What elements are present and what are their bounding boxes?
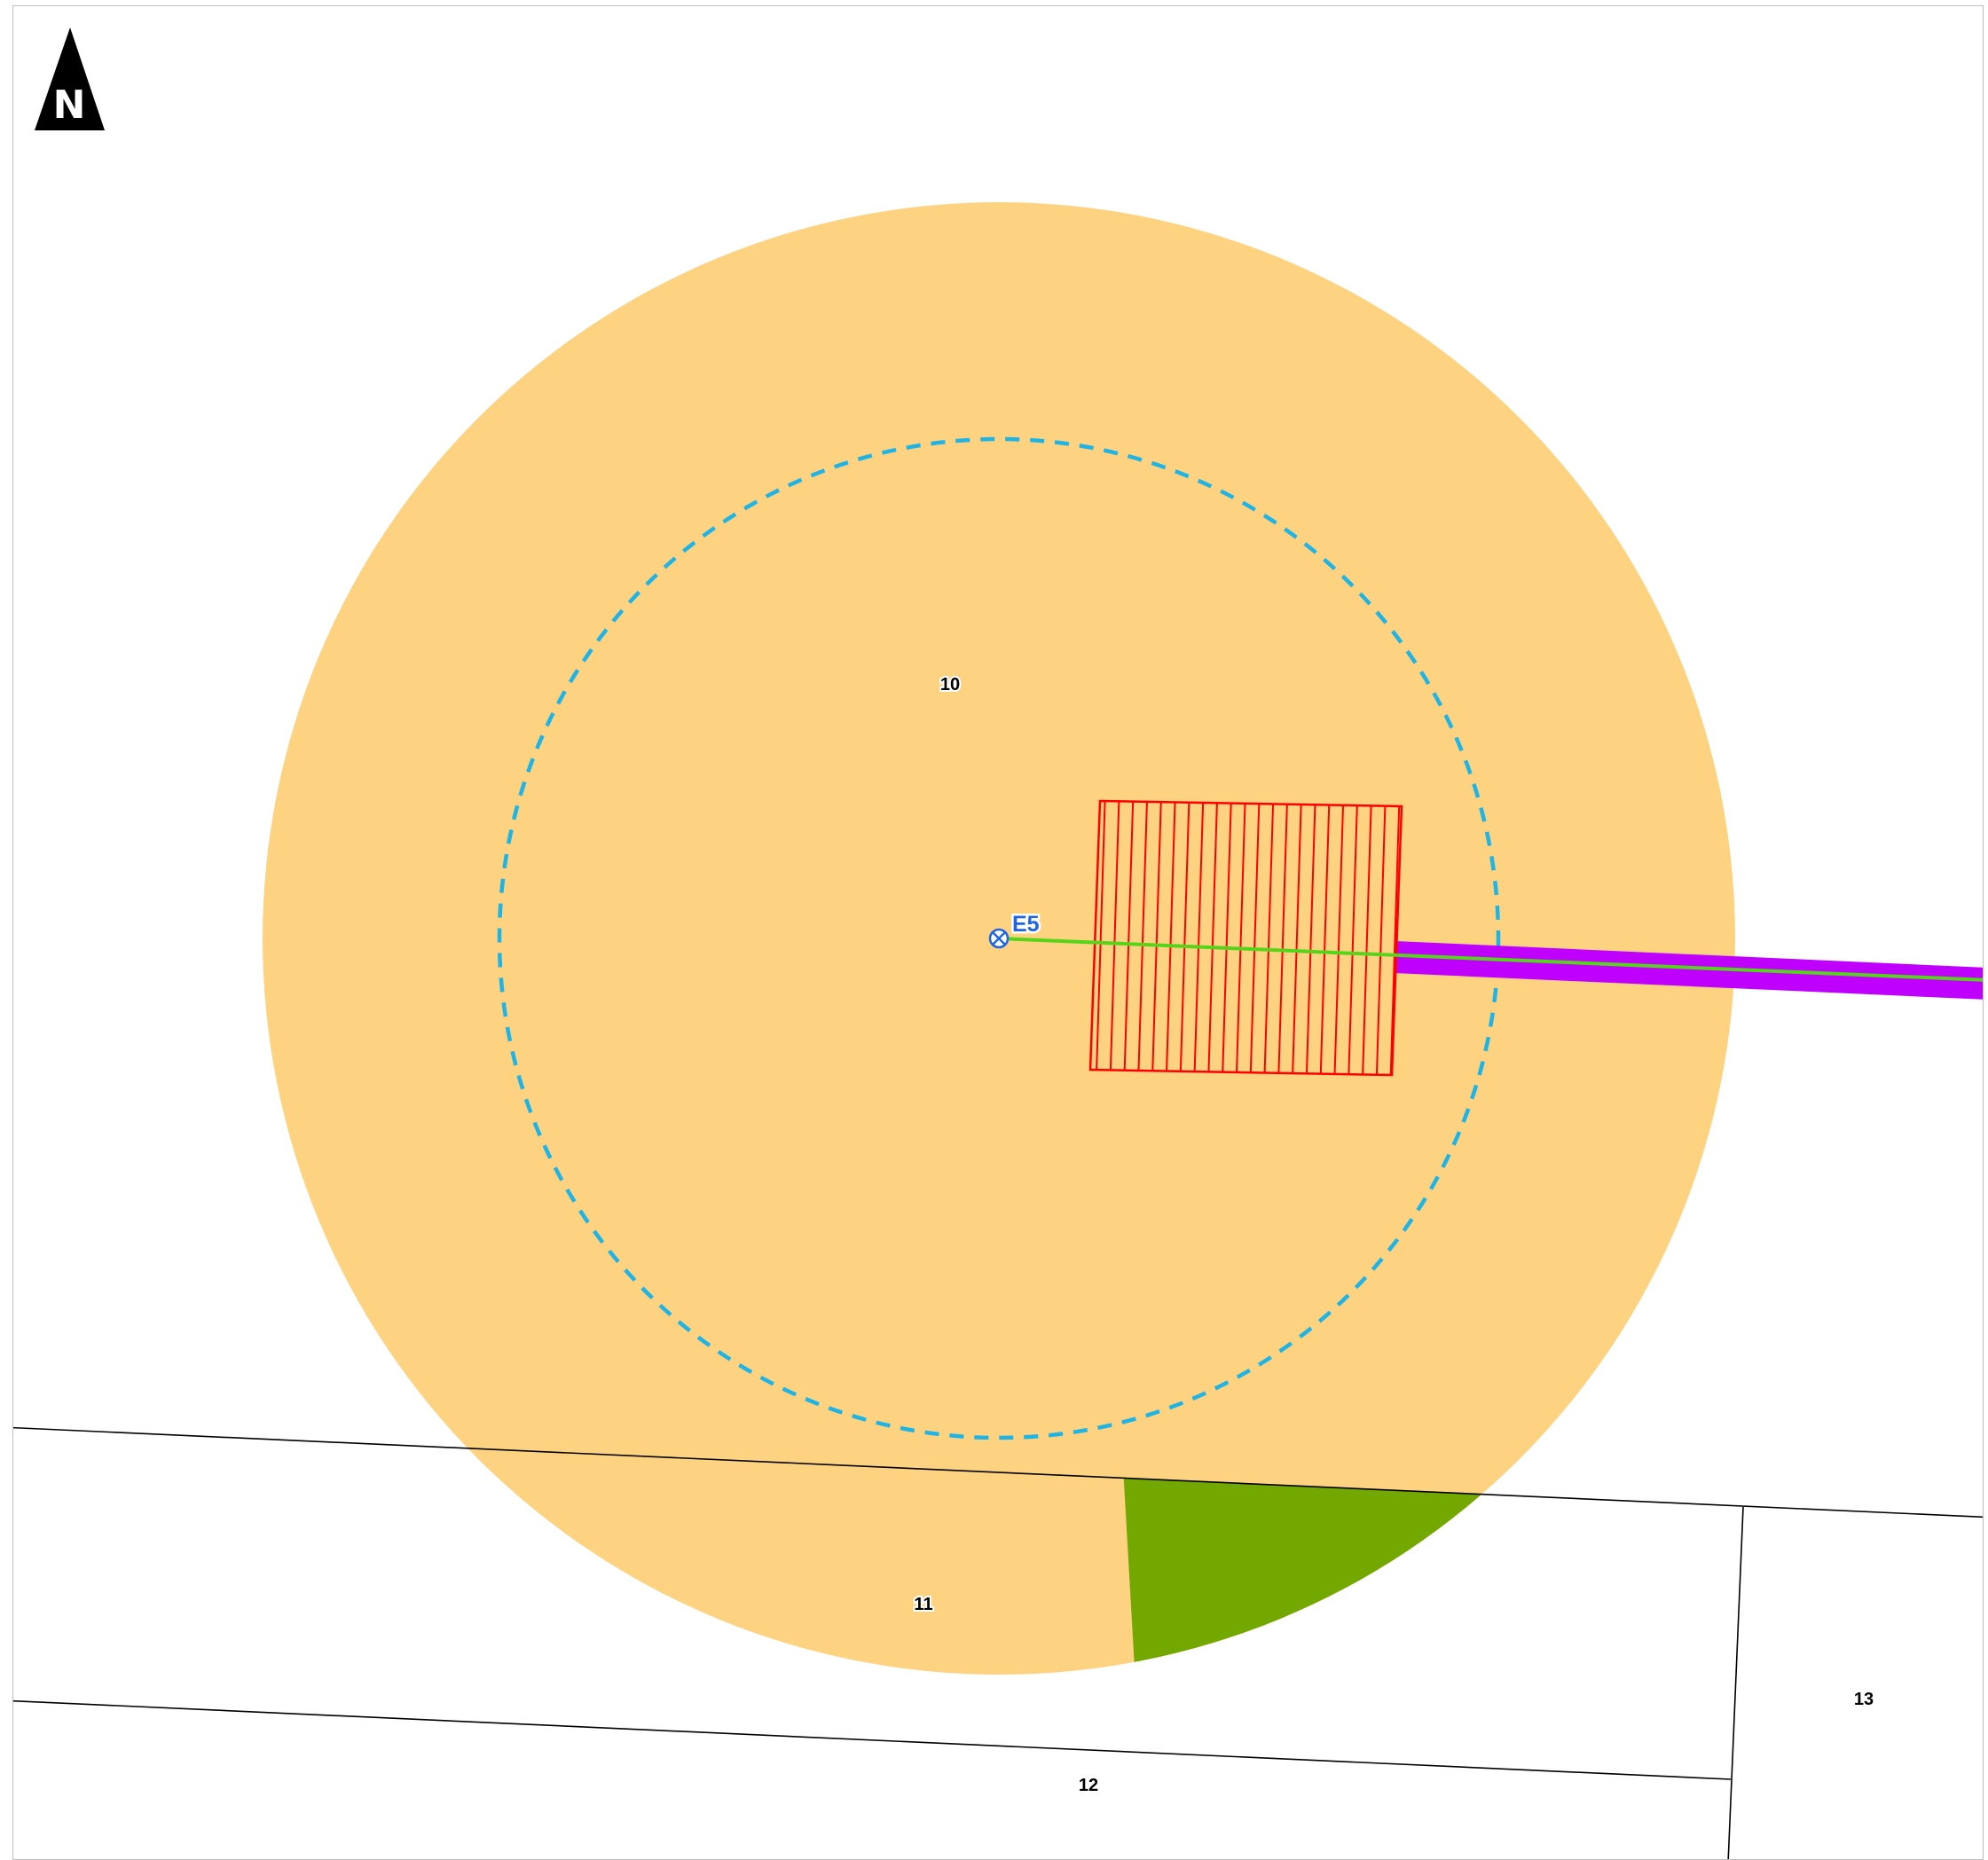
hatch-line — [1179, 801, 1190, 1075]
hatch-line — [1222, 801, 1232, 1075]
parcel-line-12-13 — [1727, 1506, 1744, 1859]
parcel-label-13: 13 — [1854, 1690, 1874, 1709]
hatch-line — [1277, 801, 1289, 1075]
hatch-line — [1193, 801, 1205, 1075]
hatch-line — [1263, 801, 1275, 1075]
parcel-line-11-12 — [13, 1699, 1732, 1780]
hatch-line — [1207, 801, 1219, 1075]
hatch-line — [1389, 801, 1401, 1075]
parcel-boundaries — [13, 1426, 1983, 1859]
map-canvas[interactable]: E5 10 11 12 13 N — [13, 6, 1984, 1860]
well-crosshair-icon[interactable] — [988, 928, 1010, 949]
hatch-line — [1292, 801, 1302, 1075]
parcel-label-11: 11 — [914, 1595, 932, 1614]
hatch-line — [1151, 801, 1162, 1075]
hatch-line — [1249, 801, 1261, 1075]
north-arrow-letter: N — [53, 82, 86, 128]
hatch-line — [1319, 801, 1331, 1075]
hatch-line — [1123, 801, 1135, 1075]
hatch-line — [1137, 801, 1149, 1075]
hatch-line — [1165, 801, 1176, 1075]
hatch-line — [1109, 801, 1120, 1075]
well-label: E5 — [1012, 912, 1040, 937]
hatch-line — [1362, 801, 1372, 1075]
inner-dashed-buffer — [497, 436, 1501, 1440]
pipeline-centerline — [998, 937, 1983, 982]
parcel-label-10: 10 — [940, 675, 960, 695]
map-frame: E5 10 11 12 13 N — [12, 5, 1984, 1860]
pipeline-corridor — [1394, 941, 1983, 1000]
parcel-line-10-11 — [13, 1426, 1983, 1519]
parcel-label-12: 12 — [1079, 1776, 1098, 1795]
hatch-line — [1095, 801, 1106, 1075]
hatch-line — [1305, 801, 1316, 1075]
north-arrow-icon: N — [35, 27, 105, 130]
hatch-line — [1235, 801, 1246, 1075]
hatched-area — [1088, 799, 1403, 1077]
hatch-line — [1348, 801, 1359, 1075]
hatch-line — [1333, 801, 1345, 1075]
hatch-line — [1375, 801, 1387, 1075]
